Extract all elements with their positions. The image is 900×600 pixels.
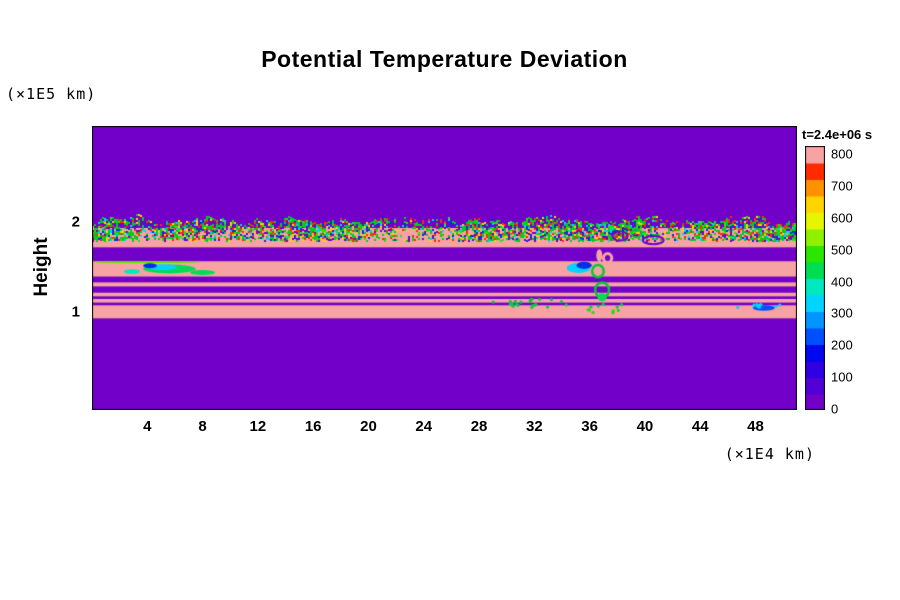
colorbar-canvas (805, 146, 825, 410)
x-tick-label: 44 (691, 418, 709, 435)
x-tick-label: 4 (143, 418, 152, 435)
y-tick-label: 2 (71, 213, 80, 231)
x-tick-label: 32 (526, 418, 543, 435)
y-axis-label: Height (31, 237, 52, 297)
x-tick-label: 36 (581, 418, 598, 435)
heatmap-canvas (92, 126, 797, 410)
colorbar-tick-label: 400 (831, 274, 853, 289)
colorbar-tick-label: 500 (831, 242, 853, 258)
colorbar-title: t=2.4e+06 s (802, 127, 873, 142)
x-tick-labels: 4 8 12 16 20 24 28 32 36 40 44 48 (92, 418, 797, 438)
x-tick-label: 8 (198, 418, 207, 435)
x-tick-label: 20 (360, 418, 377, 435)
x-tick-label: 16 (304, 418, 322, 435)
x-tick-label: 28 (470, 418, 488, 435)
colorbar-tick-label: 200 (831, 337, 853, 353)
x-tick-label: 12 (249, 418, 267, 435)
x-tick-label: 24 (415, 418, 433, 435)
colorbar-tick-label: 100 (831, 369, 853, 385)
x-axis-unit-label: (×1E4 km) (724, 445, 815, 463)
chart-title: Potential Temperature Deviation (261, 46, 628, 72)
y-axis-unit-label: (×1E5 km) (6, 85, 97, 103)
colorbar-tick-label: 300 (831, 305, 853, 321)
colorbar-tick-label: 800 (831, 146, 853, 162)
x-tick-label: 48 (747, 418, 764, 435)
colorbar-tick-labels: 800 700 600 500 400 300 200 100 0 (831, 146, 871, 417)
colorbar-tick-label: 600 (831, 210, 853, 226)
x-tick-label: 40 (636, 418, 654, 435)
colorbar-tick-label: 700 (831, 178, 853, 194)
y-tick-label: 1 (71, 303, 80, 321)
colorbar-tick-label: 0 (831, 401, 839, 417)
